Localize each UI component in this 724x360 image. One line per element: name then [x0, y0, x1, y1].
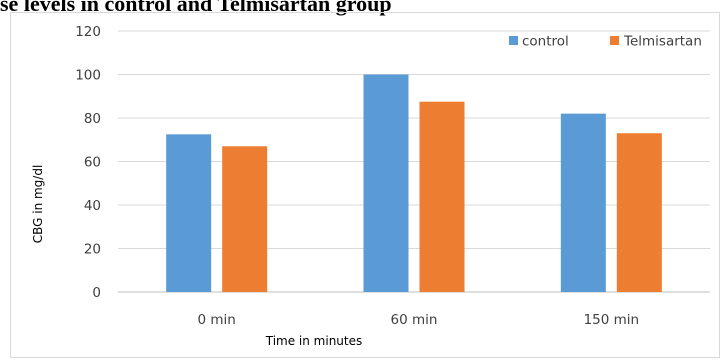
x-tick-label: 150 min [584, 312, 640, 328]
y-tick-label: 20 [84, 242, 101, 258]
bar-control-60-min [363, 74, 409, 292]
chart-frame [10, 12, 720, 358]
legend-swatch-telmisartan [610, 36, 619, 45]
x-tick-label: 60 min [391, 312, 438, 328]
legend-label-telmisartan: Telmisartan [623, 34, 702, 50]
y-tick-label: 100 [75, 68, 101, 84]
y-tick-label: 0 [92, 285, 101, 301]
legend-label-control: control [522, 34, 569, 50]
bar-telmisartan-0-min [222, 146, 268, 292]
legend: control Telmisartan [509, 34, 702, 50]
bars [166, 74, 662, 293]
bar-control-0-min [166, 134, 212, 292]
x-tick-labels: 0 min 60 min 150 min [197, 312, 639, 328]
y-tick-label: 40 [84, 198, 101, 214]
x-tick-label: 0 min [197, 312, 235, 328]
bar-telmisartan-150-min [616, 133, 662, 292]
y-axis-title: CBG in mg/dl [31, 165, 45, 244]
bar-control-150-min [560, 113, 606, 293]
y-tick-label: 60 [84, 155, 101, 171]
bar-telmisartan-60-min [419, 101, 465, 292]
gridlines [118, 30, 710, 293]
y-tick-labels: 0 20 40 60 80 100 120 [75, 24, 101, 301]
y-tick-label: 80 [84, 111, 101, 127]
legend-swatch-control [509, 36, 518, 45]
x-axis-title: Time in minutes [265, 334, 363, 348]
y-tick-label: 120 [75, 24, 101, 40]
